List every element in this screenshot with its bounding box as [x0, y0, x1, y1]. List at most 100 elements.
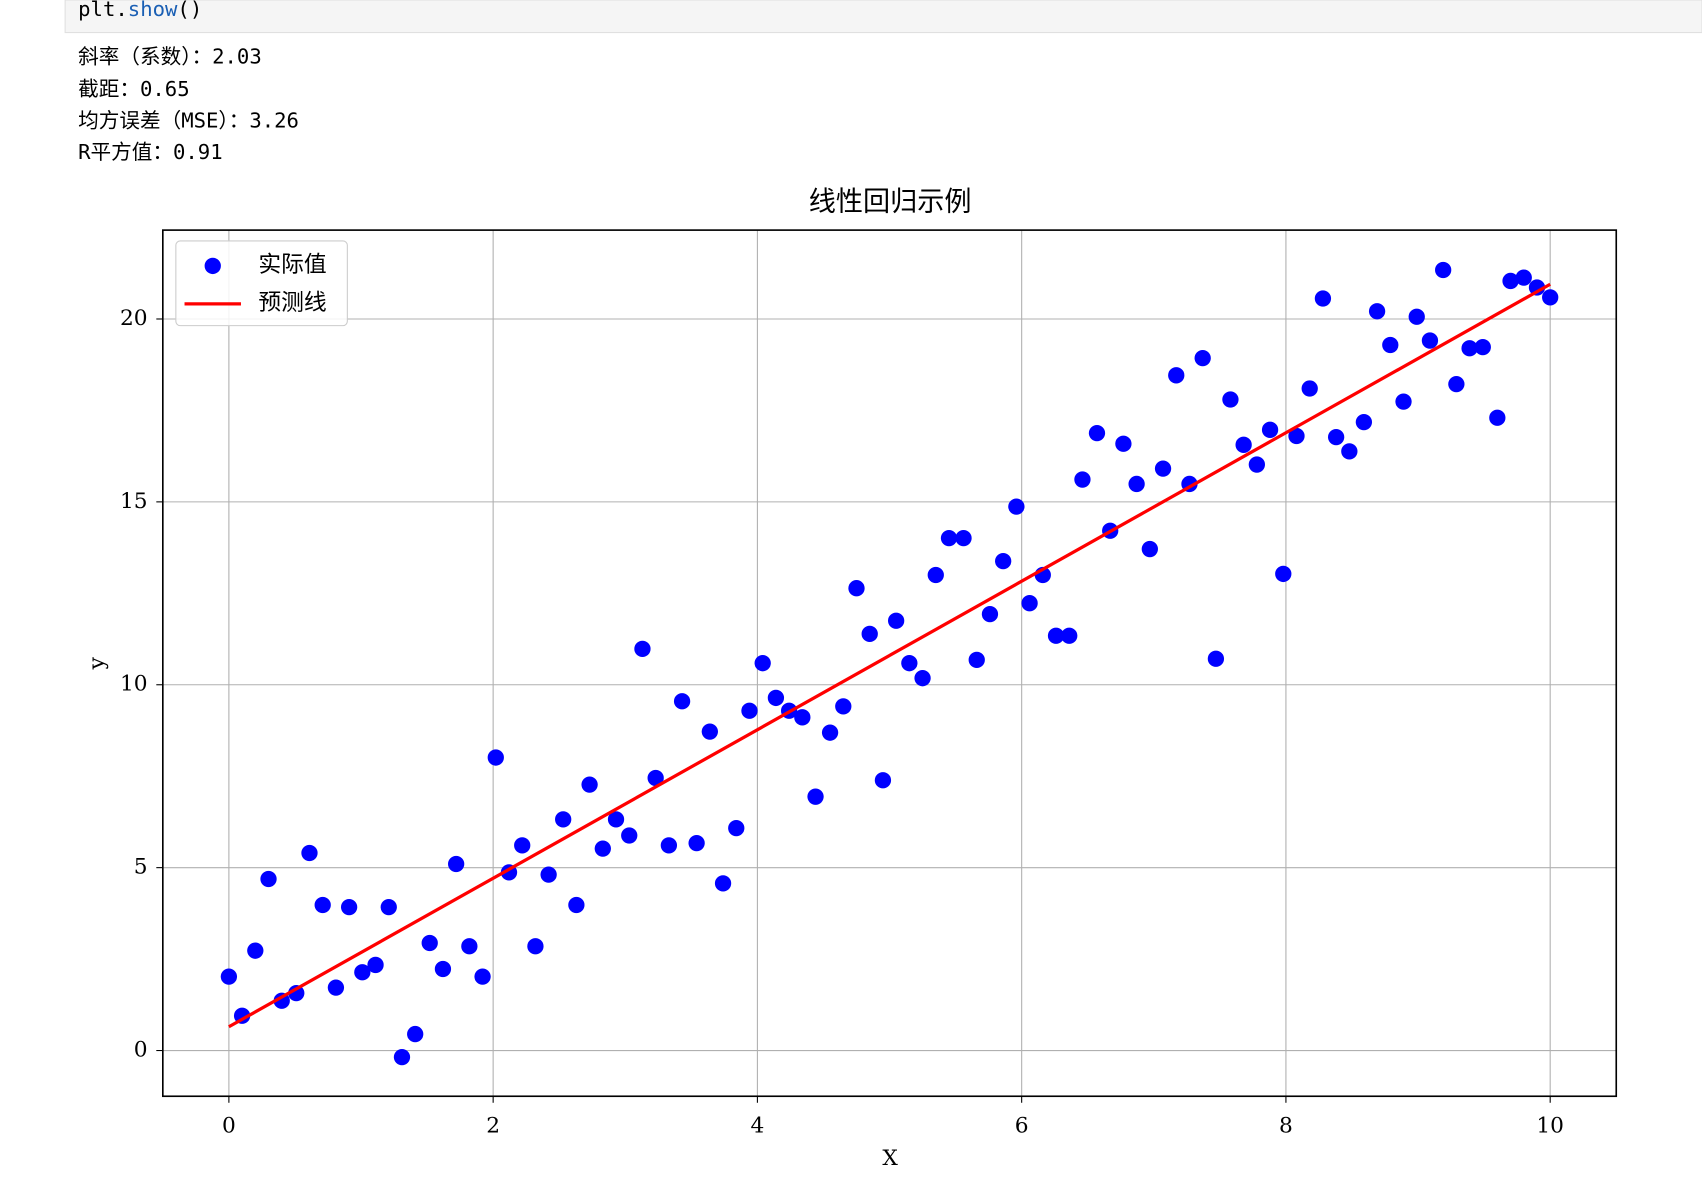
scatter-point [434, 960, 452, 978]
scatter-point [1168, 367, 1185, 384]
scatter-point [887, 612, 905, 629]
y-tick-label: 10 [120, 672, 148, 697]
scatter-point [835, 698, 852, 715]
scatter-point [647, 769, 664, 787]
scatter-point [754, 655, 771, 672]
scatter-point [807, 788, 824, 805]
y-axis-label: y [85, 656, 110, 670]
scatter-point [1341, 443, 1358, 460]
x-tick-label: 0 [222, 1114, 236, 1139]
scatter-point [340, 899, 358, 916]
scatter-point [1061, 627, 1078, 644]
output-line: R平方值：0.91 [78, 140, 222, 164]
scatter-point [1301, 380, 1318, 397]
code-token: () [177, 0, 202, 21]
scatter-point [1074, 471, 1091, 488]
scatter-point [701, 723, 718, 740]
scatter-point [927, 566, 944, 584]
scatter-point [1382, 336, 1399, 354]
y-tick-label: 5 [134, 855, 148, 880]
scatter-point [1368, 303, 1386, 320]
scatter-point [1222, 391, 1239, 408]
scatter-point [874, 772, 892, 789]
legend-label: 预测线 [258, 290, 326, 316]
scatter-point [1474, 339, 1491, 356]
scatter-point [1408, 308, 1425, 325]
scatter-point [1355, 413, 1373, 431]
scatter-point [380, 899, 397, 916]
code-token: plt. [78, 0, 128, 21]
scatter-point [794, 709, 811, 726]
scatter-point [1489, 409, 1506, 426]
scatter-point [220, 968, 238, 985]
scatter-point [1021, 595, 1038, 612]
regression-line [228, 282, 1551, 1029]
scatter-point [1314, 290, 1332, 307]
scatter-point [1515, 269, 1532, 286]
output-line: 斜率（系数）：2.03 [78, 45, 262, 69]
x-axis-label: X [882, 1146, 898, 1171]
x-tick-label: 8 [1279, 1114, 1293, 1139]
scatter-point [901, 655, 918, 672]
legend-marker [204, 257, 221, 275]
code-cell[interactable] [64, 0, 1702, 34]
scatter-point [688, 834, 705, 852]
scatter-point [1288, 427, 1305, 445]
scatter-point [288, 984, 305, 1002]
scatter-point [955, 529, 972, 547]
scatter-point [848, 580, 865, 597]
scatter-point [1115, 435, 1132, 452]
scatter-point [607, 811, 625, 828]
scatter-point [634, 640, 651, 658]
scatter-point [393, 1048, 411, 1066]
scatter-point [421, 934, 438, 952]
scatter-point [861, 625, 878, 643]
scatter-point [1502, 272, 1519, 290]
scatter-point [514, 837, 531, 854]
scatter-point [461, 938, 478, 955]
scatter-point [767, 689, 785, 707]
scatter-point [821, 724, 839, 741]
scatter-point [1435, 261, 1452, 279]
scatter-point [660, 837, 678, 854]
scatter-point [594, 840, 611, 857]
code-line: plt.show() [78, 0, 202, 21]
scatter-point [1542, 289, 1559, 306]
scatter-point [1461, 340, 1478, 357]
scatter-point [940, 529, 958, 547]
scatter-point [1088, 424, 1106, 442]
scatter-point [367, 956, 384, 974]
scatter-point [741, 702, 758, 719]
scatter-point [407, 1025, 424, 1043]
scatter-point [314, 896, 331, 914]
scatter-point [1207, 650, 1225, 667]
output-line: 均方误差（MSE）：3.26 [78, 109, 299, 133]
scatter-point [1154, 460, 1172, 477]
scatter-point [914, 670, 931, 687]
scatter-point [1421, 332, 1439, 349]
x-tick-label: 2 [486, 1114, 500, 1139]
scatter-point [968, 651, 985, 669]
scatter-point [728, 820, 745, 837]
scatter-point [1395, 393, 1412, 410]
scatter-point [1047, 627, 1065, 644]
scatter-point [673, 693, 691, 710]
scatter-point [1128, 475, 1145, 493]
scatter-point [260, 870, 277, 888]
x-tick-label: 6 [1015, 1114, 1029, 1139]
scatter-point [714, 875, 732, 892]
legend-label: 实际值 [258, 252, 326, 278]
scatter-point [247, 942, 264, 959]
y-tick-label: 20 [120, 306, 148, 331]
chart-title: 线性回归示例 [809, 186, 972, 217]
scatter-point [1275, 565, 1292, 583]
scatter-point [1327, 428, 1345, 446]
scatter-point [1528, 279, 1546, 296]
scatter-point [555, 811, 572, 828]
x-tick-label: 10 [1536, 1114, 1564, 1139]
scatter-point [540, 866, 557, 883]
scatter-point [568, 896, 585, 914]
scatter-point [487, 749, 504, 766]
